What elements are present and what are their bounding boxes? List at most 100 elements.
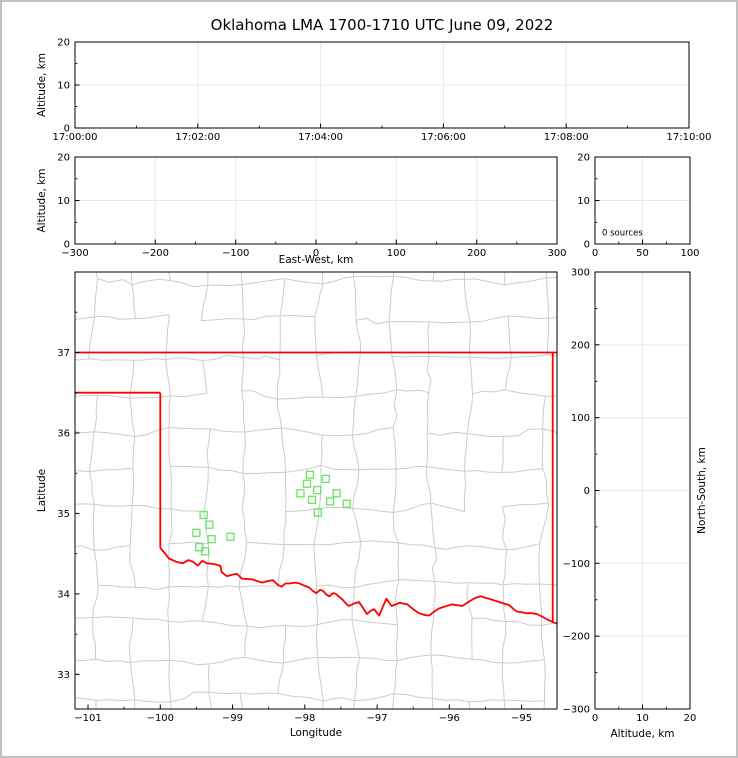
county-boundary — [239, 692, 244, 709]
county-boundary — [502, 502, 549, 508]
x-tick-label: 17:04:00 — [298, 132, 343, 143]
panel-ew-height: −300 −200 −100 0 100 200 300 0 10 20 — [57, 153, 566, 260]
county-boundary — [75, 394, 98, 397]
x-tick-label: 200 — [467, 248, 486, 259]
county-boundary — [315, 624, 319, 658]
y-tick-label: 0 — [64, 240, 70, 251]
county-boundary — [243, 315, 281, 321]
lma-stations — [192, 470, 351, 556]
county-boundary — [208, 466, 244, 474]
county-boundary — [202, 620, 248, 627]
county-boundary — [501, 662, 505, 701]
county-boundary — [504, 277, 547, 286]
county-boundary — [207, 663, 210, 693]
county-boundary — [471, 658, 503, 664]
county-boundary — [207, 272, 209, 286]
county-boundary — [432, 697, 470, 703]
county-boundary — [315, 355, 324, 398]
county-boundary — [546, 277, 549, 319]
county-boundary — [542, 396, 546, 429]
map-x-axis-label: Longitude — [290, 727, 342, 739]
county-boundary — [469, 356, 512, 359]
county-boundary — [539, 583, 557, 586]
county-boundary — [89, 467, 134, 473]
county-boundary — [208, 585, 240, 588]
county-boundary — [170, 701, 172, 709]
county-boundary — [165, 359, 171, 396]
county-boundary — [360, 540, 399, 544]
county-boundary — [169, 659, 210, 666]
y-tick-label: −300 — [563, 705, 590, 716]
county-boundary — [463, 279, 471, 323]
county-boundary — [169, 541, 209, 545]
county-boundary — [281, 427, 323, 436]
county-boundary — [426, 466, 432, 504]
county-boundary — [430, 502, 436, 548]
county-boundary — [426, 356, 432, 393]
county-boundary — [429, 321, 471, 324]
county-boundary — [202, 360, 208, 394]
lma-station-marker — [192, 528, 201, 537]
county-boundary — [171, 508, 204, 513]
county-boundary — [247, 625, 286, 629]
county-boundary — [543, 700, 545, 709]
lma-station-marker — [325, 497, 335, 506]
county-boundary — [392, 468, 397, 513]
county-boundary — [92, 617, 96, 660]
county-boundary — [75, 469, 90, 473]
x-tick-label: 0 — [592, 248, 598, 259]
county-boundary — [169, 466, 172, 509]
x-tick-label: 20 — [684, 713, 697, 724]
county-boundary — [322, 395, 356, 399]
county-boundary — [94, 544, 131, 551]
county-boundary — [316, 584, 355, 589]
panel-map: −101 −100 −99 −98 −97 −96 −95 33 34 35 36 37 — [57, 271, 558, 724]
x-tick-label: −300 — [61, 248, 88, 259]
county-boundary — [135, 314, 170, 320]
county-boundary — [503, 428, 543, 437]
county-boundary — [133, 617, 169, 622]
county-boundary — [285, 464, 322, 473]
county-boundary — [352, 469, 360, 509]
county-boundary — [283, 511, 287, 545]
panel-frame — [74, 156, 558, 245]
county-boundary — [75, 658, 96, 662]
county-boundary — [472, 389, 506, 395]
x-tick-label: −97 — [367, 713, 388, 724]
county-boundary — [279, 278, 286, 316]
county-boundary — [433, 278, 465, 282]
county-boundary — [129, 398, 136, 437]
county-boundary — [168, 395, 171, 428]
county-boundary — [502, 583, 540, 586]
panel-time-height: 17:00:00 17:02:00 17:04:00 17:06:00 17:08:00… — [53, 38, 712, 144]
county-boundary — [241, 390, 246, 433]
county-boundary — [352, 508, 362, 542]
county-boundary — [322, 276, 354, 285]
county-boundary — [202, 354, 244, 361]
county-boundary — [241, 390, 278, 400]
county-boundary — [353, 541, 362, 588]
county-boundary — [539, 503, 550, 544]
county-boundary — [356, 318, 389, 325]
county-boundary — [358, 468, 397, 471]
x-tick-label: −101 — [74, 713, 101, 724]
county-boundary — [320, 435, 323, 466]
county-boundary — [168, 427, 211, 430]
county-boundary — [501, 506, 508, 551]
county-boundary — [511, 354, 548, 358]
county-boundary — [280, 427, 286, 473]
county-boundary — [277, 396, 323, 400]
county-boundary — [97, 278, 133, 286]
ew-panel-y-axis-label: Altitude, km — [36, 168, 48, 232]
county-boundary — [132, 278, 171, 286]
county-boundary — [391, 356, 398, 390]
county-boundary — [313, 544, 318, 586]
county-boundary — [467, 433, 504, 438]
county-boundary — [426, 432, 429, 467]
y-tick-label: 10 — [57, 81, 70, 92]
county-boundary — [546, 276, 557, 279]
x-tick-label: −98 — [294, 713, 315, 724]
